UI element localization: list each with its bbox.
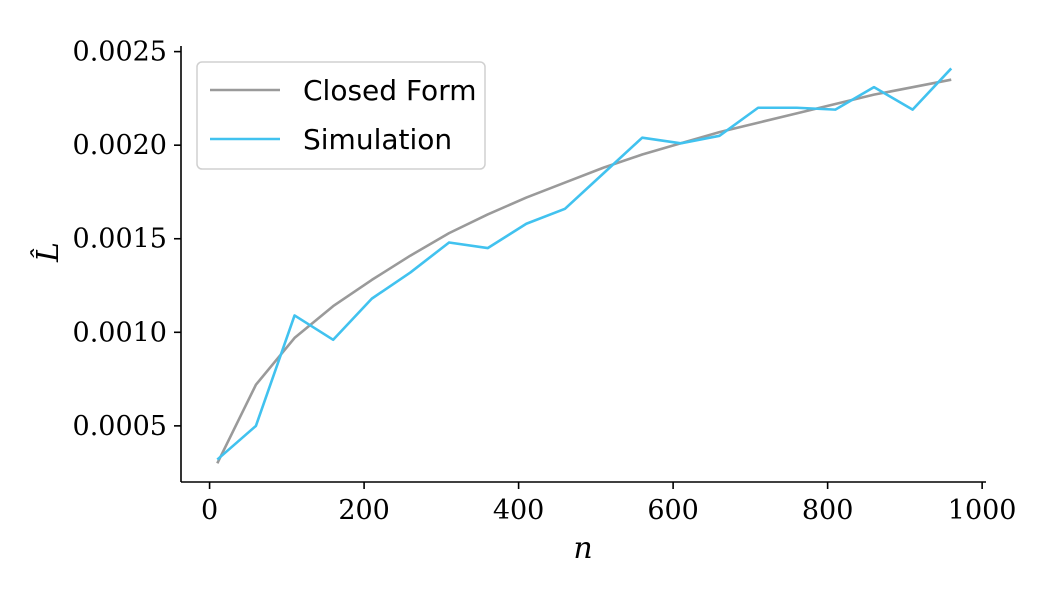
legend-label-closed-form: Closed Form (303, 74, 476, 107)
y-ticks: 0.0005 0.0010 0.0015 0.0020 0.0025 (73, 37, 181, 442)
x-tick-label: 0 (201, 495, 218, 526)
axes (180, 46, 986, 483)
y-tick-label: 0.0020 (73, 130, 167, 161)
x-tick-label: 600 (647, 495, 699, 526)
x-tick-label: 1000 (948, 495, 1017, 526)
plot-lines (216, 67, 953, 464)
x-tick-label: 400 (493, 495, 545, 526)
y-tick-label: 0.0015 (73, 224, 167, 255)
y-tick-label: 0.0010 (73, 317, 167, 348)
x-axis-label: n (573, 531, 592, 566)
y-tick-label: 0.0025 (73, 37, 167, 68)
x-tick-label: 200 (338, 495, 390, 526)
series-line-closed-form (216, 78, 952, 464)
x-ticks: 0 200 400 600 800 1000 (201, 482, 1017, 526)
y-tick-label: 0.0005 (73, 411, 167, 442)
y-axis-label: L̂ (31, 242, 66, 263)
legend: Closed Form Simulation (196, 61, 486, 170)
series-line-simulation (216, 67, 953, 461)
legend-label-simulation: Simulation (303, 123, 452, 156)
x-tick-label: 800 (802, 495, 854, 526)
